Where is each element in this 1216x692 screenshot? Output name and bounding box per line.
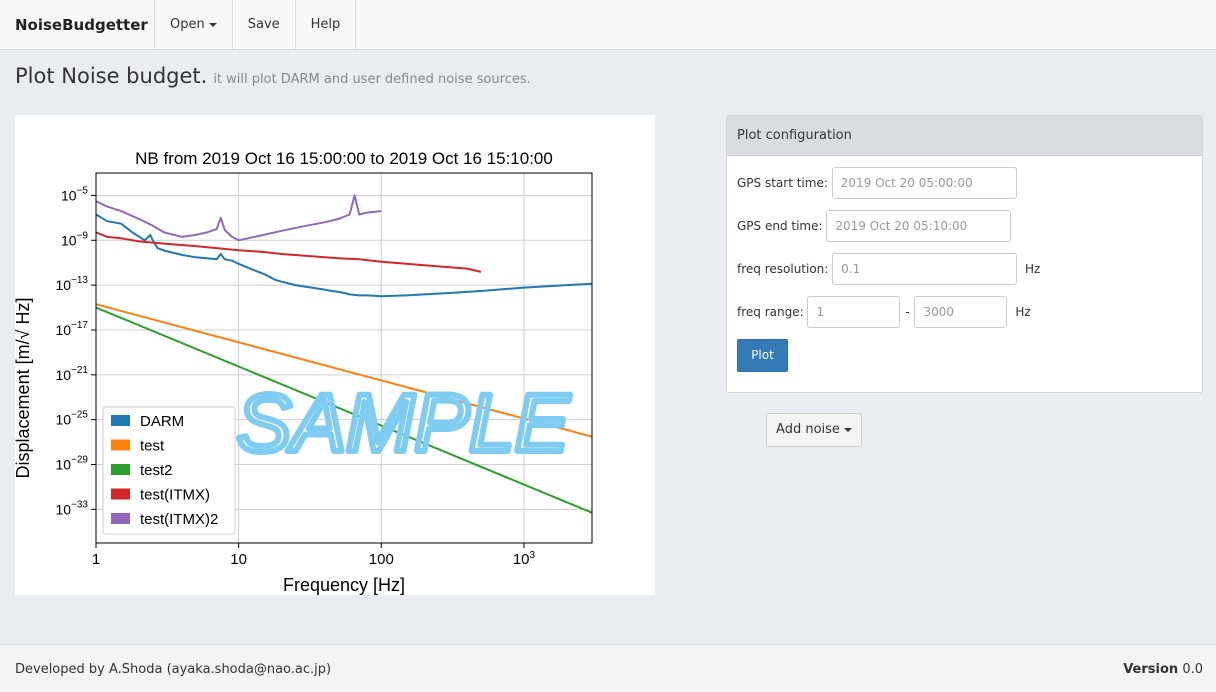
y-tick-label: 10−13: [55, 275, 88, 293]
x-tick-exponent: 3: [530, 550, 536, 561]
gps-end-row: GPS end time: 2019 Oct 20 05:10:00: [737, 210, 1012, 242]
gps-start-row: GPS start time: 2019 Oct 20 05:00:00: [737, 167, 1017, 199]
y-tick-label: 10−25: [55, 410, 88, 428]
chart-title: NB from 2019 Oct 16 15:00:00 to 2019 Oct…: [135, 149, 553, 168]
y-tick-exponent: −13: [71, 275, 88, 286]
legend-label-1: DARM: [140, 413, 184, 430]
gps-start-input[interactable]: 2019 Oct 20 05:00:00: [831, 167, 1017, 199]
legend-swatch-2: [111, 439, 130, 451]
y-tick-exponent: −33: [71, 499, 88, 510]
freq-range-row: freq range: 1 - 3000 Hz: [737, 296, 1031, 328]
gps-end-label: GPS end time:: [737, 219, 823, 233]
x-axis-label: Frequency [Hz]: [283, 575, 405, 595]
y-tick-label: 10−5: [61, 185, 88, 203]
freq-resolution-label: freq resolution:: [737, 262, 829, 276]
plot-button[interactable]: Plot: [737, 339, 788, 372]
page-title-text: Plot Noise budget.: [15, 64, 208, 88]
legend-label-4: test(ITMX): [140, 487, 210, 504]
legend-label-2: test: [140, 438, 165, 455]
y-tick-exponent: −29: [71, 455, 88, 466]
y-tick-exponent: −21: [71, 365, 88, 376]
plot-configuration-panel: Plot configuration GPS start time: 2019 …: [726, 115, 1203, 393]
gps-start-label: GPS start time:: [737, 176, 828, 190]
chart-svg: NB from 2019 Oct 16 15:00:00 to 2019 Oct…: [15, 149, 593, 595]
plot-frame: [95, 172, 593, 544]
freq-range-label: freq range:: [737, 305, 804, 319]
x-tick-label: 100: [369, 551, 394, 568]
footer: Developed by A.Shoda (ayaka.shoda@nao.ac…: [0, 644, 1216, 692]
freq-resolution-input[interactable]: 0.1: [832, 253, 1018, 285]
help-menu-label: Help: [310, 17, 341, 32]
x-tick-label: 10: [230, 551, 247, 568]
y-tick-label: 10−29: [55, 455, 88, 473]
legend-swatch-1: [111, 415, 130, 426]
panel-heading: Plot configuration: [727, 116, 1202, 156]
freq-resolution-unit: Hz: [1024, 262, 1041, 276]
add-noise-label: Add noise: [776, 422, 840, 437]
y-axis-label: Displacement [m/√ Hz]: [15, 298, 33, 479]
legend-box: [102, 406, 236, 535]
gps-end-input[interactable]: 2019 Oct 20 05:10:00: [826, 210, 1012, 242]
save-menu-label: Save: [247, 17, 280, 32]
x-tick-label: 1: [92, 551, 100, 568]
noise-budget-plot: NB from 2019 Oct 16 15:00:00 to 2019 Oct…: [15, 115, 655, 595]
version-label: Version: [1123, 662, 1179, 677]
caret-down-icon: [208, 22, 217, 27]
y-tick-exponent: −25: [71, 410, 88, 421]
series-line-1: [96, 213, 592, 298]
open-menu[interactable]: Open: [155, 0, 233, 49]
add-noise-button[interactable]: Add noise: [766, 413, 862, 447]
legend-swatch-3: [111, 464, 130, 475]
legend-swatch-4: [111, 488, 130, 500]
developer-credit: Developed by A.Shoda (ayaka.shoda@nao.ac…: [15, 662, 332, 677]
freq-max-input[interactable]: 3000: [914, 296, 1008, 328]
freq-range-separator: -: [905, 305, 910, 319]
brand[interactable]: NoiseBudgetter: [0, 0, 155, 49]
version-value: 0.0: [1182, 662, 1203, 677]
series-group: [96, 194, 592, 514]
navbar: NoiseBudgetter Open Save Help: [0, 0, 1216, 50]
y-tick-exponent: −9: [77, 230, 89, 241]
legend-label-5: test(ITMX)2: [140, 511, 218, 528]
y-tick-label: 10−9: [61, 230, 88, 248]
legend-swatch-5: [111, 513, 130, 524]
y-tick-label: 10−21: [55, 365, 88, 383]
version-info: Version 0.0: [1123, 662, 1203, 677]
freq-resolution-row: freq resolution: 0.1 Hz: [737, 253, 1040, 285]
y-tick-exponent: −17: [71, 320, 88, 331]
save-menu[interactable]: Save: [233, 0, 296, 49]
y-tick-label: 10−17: [55, 320, 88, 338]
caret-down-icon: [843, 427, 852, 432]
series-line-5: [96, 194, 382, 242]
page-title: Plot Noise budget. it will plot DARM and …: [15, 64, 531, 88]
page-subtitle: it will plot DARM and user defined noise…: [213, 72, 531, 87]
open-menu-label: Open: [170, 17, 205, 32]
legend-label-3: test2: [140, 462, 173, 479]
series-line-4: [96, 231, 482, 273]
y-tick-label: 10−33: [55, 499, 88, 517]
help-menu[interactable]: Help: [296, 0, 357, 49]
sample-watermark: SAMPLE: [237, 378, 571, 469]
y-tick-exponent: −5: [77, 185, 89, 196]
freq-range-unit: Hz: [1015, 305, 1031, 319]
series-line-2: [96, 303, 592, 438]
x-tick-label: 103: [513, 550, 536, 568]
series-line-3: [96, 306, 592, 514]
freq-min-input[interactable]: 1: [807, 296, 901, 328]
